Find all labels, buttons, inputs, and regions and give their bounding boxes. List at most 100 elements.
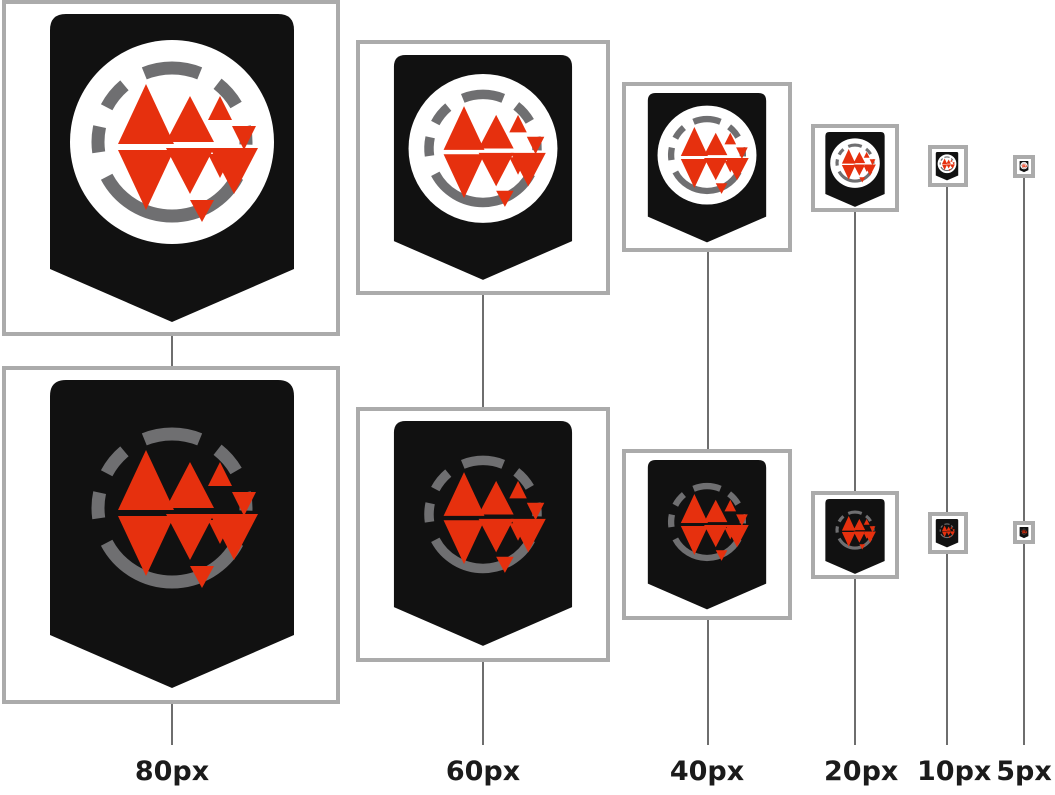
logo-triangle-2 [1023, 529, 1026, 532]
logo-triangle-1 [443, 154, 485, 199]
ring-segment [837, 537, 873, 550]
logo-triangle-3 [1023, 165, 1026, 168]
logo-triangle-7 [210, 514, 258, 560]
logo-triangle-8 [190, 566, 214, 588]
logo-triangle-4 [208, 96, 232, 120]
logo-triangle-4 [208, 462, 232, 486]
triangle-m-logo-icon [443, 106, 546, 207]
logo-triangle-5 [1026, 165, 1028, 166]
badge-light-disc-60 [393, 55, 573, 280]
logo-triangle-0 [1022, 529, 1025, 532]
ring-segment [727, 124, 741, 139]
dashed-ring-icon [835, 143, 875, 183]
size-label-40: 40px [669, 756, 745, 787]
logo-triangle-2 [704, 499, 728, 523]
logo-triangle-4 [950, 159, 953, 162]
badge-dark-60 [393, 421, 573, 646]
logo-triangle-2 [166, 462, 214, 508]
ring-segment [950, 157, 954, 161]
logo-triangle-7 [510, 518, 546, 553]
triangle-m-logo-icon [680, 493, 749, 561]
shield-badge-icon [393, 421, 573, 646]
logo-triangle-1 [680, 525, 708, 556]
logo-triangle-8 [948, 169, 951, 172]
logo-triangle-1 [118, 516, 174, 576]
logo-triangle-1 [443, 520, 485, 565]
ring-segment [950, 524, 954, 528]
logo-triangle-8 [715, 550, 728, 561]
shield-badge-icon [935, 519, 959, 548]
badge-light-disc-20 [825, 132, 885, 207]
logo-triangle-0 [443, 106, 485, 150]
logo-triangle-5 [526, 502, 545, 521]
ring-segment [672, 170, 742, 195]
triangle-m-logo-icon [443, 472, 546, 573]
ring-segment [672, 125, 687, 140]
ring-segment [940, 158, 944, 161]
ring-segment [431, 171, 535, 208]
ring-segment [692, 116, 722, 125]
logo-triangle-7 [950, 531, 955, 536]
dashed-ring-icon [91, 61, 253, 223]
ring-segment [424, 136, 435, 157]
ring-segment [1025, 529, 1027, 531]
shield-badge-icon [647, 460, 767, 610]
ring-segment [865, 147, 872, 155]
shield-badge-icon [825, 499, 885, 574]
logo-triangle-3 [853, 531, 866, 543]
logo-triangle-5 [952, 162, 955, 165]
logo-triangle-2 [853, 151, 866, 164]
triangle-m-logo-icon [841, 516, 876, 550]
triangle-m-logo-icon [118, 450, 258, 588]
ring-segment [91, 491, 107, 520]
logo-triangle-4 [1025, 529, 1027, 531]
logo-triangle-1 [841, 165, 856, 180]
logo-triangle-4 [724, 132, 737, 145]
size-label-5: 5px [996, 756, 1052, 787]
logo-triangle-0 [118, 450, 174, 510]
shield-badge-icon [1019, 527, 1029, 539]
size-label-60: 60px [445, 756, 521, 787]
logo-triangle-3 [478, 152, 514, 187]
ring-segment [213, 444, 242, 475]
logo-triangle-5 [869, 526, 876, 533]
logo-triangle-0 [680, 493, 708, 524]
logo-triangle-2 [166, 96, 214, 142]
badge-light-disc-40 [647, 93, 767, 243]
triangle-m-logo-icon [118, 84, 258, 222]
ring-segment [847, 510, 863, 515]
triangle-m-logo-icon [1022, 163, 1028, 169]
logo-triangle-4 [509, 114, 527, 133]
ring-segment [141, 427, 203, 446]
ring-segment [213, 78, 242, 109]
ring-segment [837, 515, 845, 523]
logo-triangle-5 [1026, 531, 1028, 532]
ring-segment [141, 61, 203, 80]
logo-triangle-3 [946, 164, 951, 169]
triangle-m-logo-icon [680, 126, 749, 194]
logo-triangle-7 [864, 531, 876, 543]
logo-triangle-8 [715, 183, 728, 194]
ring-segment [667, 146, 676, 161]
logo-triangle-0 [942, 158, 948, 164]
logo-triangle-3 [853, 164, 866, 176]
triangle-m-logo-icon [942, 158, 955, 172]
size-label-80: 80px [134, 756, 210, 787]
triangle-m-logo-icon [1022, 529, 1028, 535]
logo-triangle-4 [950, 526, 953, 529]
logo-triangle-2 [1023, 163, 1026, 166]
logo-triangle-3 [704, 157, 728, 181]
badge-light-disc-10 [935, 152, 959, 181]
ring-segment [837, 170, 873, 183]
ring-segment [100, 446, 129, 477]
triangle-m-logo-icon [942, 525, 955, 539]
logo-triangle-7 [510, 152, 546, 187]
ring-segment [431, 537, 535, 574]
ring-segment [692, 483, 722, 492]
ring-segment [91, 125, 107, 154]
ring-segment [667, 513, 676, 528]
logo-triangle-3 [704, 524, 728, 548]
logo-triangle-5 [232, 492, 256, 516]
logo-triangle-1 [1022, 165, 1025, 169]
